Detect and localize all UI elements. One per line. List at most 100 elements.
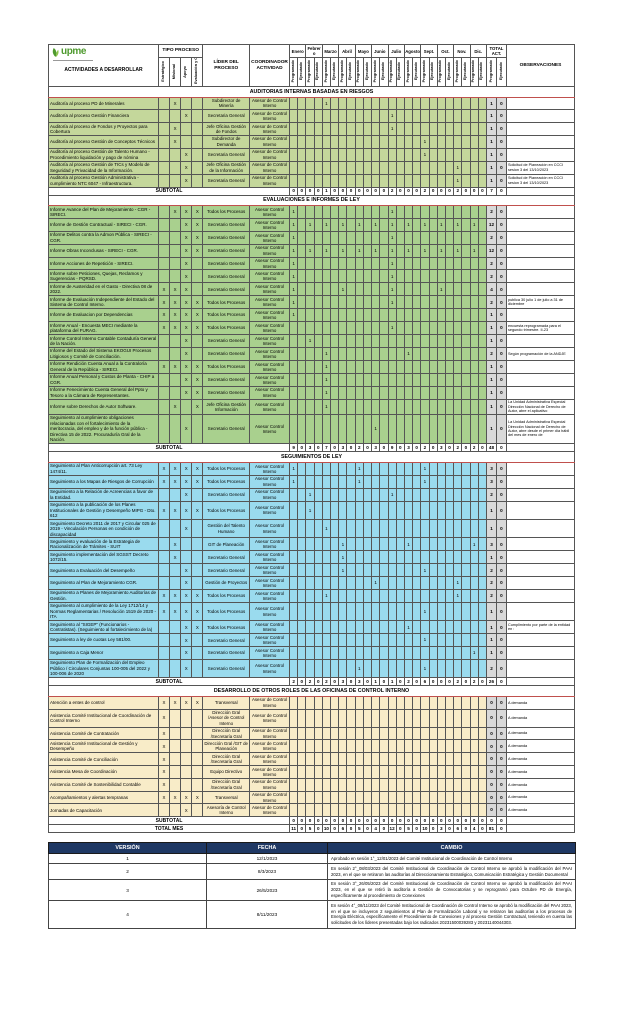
month-ejecutado-cell: 0 [428,816,438,826]
month-ejecutado-cell [428,295,438,310]
month-ejecutado-cell [477,633,487,648]
month-ejecutado-cell [346,576,356,590]
activity-row: Seguimiento Plan de Formalización del Em… [48,658,576,679]
month-ejecutado-cell [379,777,389,792]
month-programado-cell [469,790,479,805]
month-ejecutado-cell [412,359,422,374]
tipo-m-cell [169,777,182,792]
month-ejecutado-cell [428,230,438,245]
month-ejecutado-cell [477,134,487,149]
month-ejecutado-cell [461,633,471,648]
month-ejecutado-cell [412,147,422,162]
month-programado-cell [403,633,414,648]
total-programado-cell: 1 [485,321,497,335]
tipo-m-cell [169,334,182,348]
total-ejecutado-cell: 0 [495,708,507,728]
month-programado-cell [305,413,315,445]
subtotal-total-ejecutado: 0 [495,816,507,826]
month-ejecutado-cell: 0 [297,186,307,196]
month-12-programado-subheader: Programado [469,57,479,88]
month-programado-cell [354,321,364,335]
upme-logo-text: upme [61,46,87,57]
month-ejecutado-cell: 0 [461,186,471,196]
activity-row: Seguimiento al Plan Anticorrupción art. … [48,461,576,476]
activity-cell: Jornadas de Capacitación [48,803,159,818]
month-programado-cell [354,765,364,779]
tipo-e-cell [157,576,171,590]
month-ejecutado-cell: 0 [330,824,340,834]
activity-cell: Informe Anual - Encuesta MECI mediante l… [48,321,159,335]
month-programado-cell [436,385,446,400]
tipo-m-cell [169,576,182,590]
month-ejecutado-cell [362,537,373,552]
month-ejecutado-cell [330,461,340,476]
month-ejecutado-cell [346,205,356,220]
month-programado-cell: 3 [354,677,364,687]
tipo-c-cell [191,109,204,124]
month-ejecutado-cell [395,346,405,361]
month-programado-cell [371,658,381,679]
observaciones-cell: Solicitud de Planeación en CCCI sesion 3… [505,160,576,175]
month-ejecutado-cell [362,385,373,400]
month-programado-cell [453,658,463,679]
month-programado-cell [289,160,299,175]
month-programado-cell [371,500,381,521]
activity-row: Informe Anual - Encuesta MECI mediante l… [48,321,576,335]
lider-cell: Todos los Procesos [202,588,251,603]
month-ejecutado-cell [379,359,389,374]
month-programado-cell [321,160,332,175]
version-header-row: VERSIÓN FECHA CAMBIO [48,842,576,855]
month-ejecutado-cell: 0 [395,816,405,826]
month-programado-cell [436,398,446,415]
month-programado-cell: 1 [387,243,397,258]
month-ejecutado-cell [444,372,455,387]
month-programado-cell [321,282,332,297]
activity-cell: Seguimiento al "SIGEP" (Funcionarios - C… [48,620,159,635]
upme-logo: upme [51,47,157,58]
coordinador-cell: Asesor Control Interno [249,474,291,489]
month-programado-cell [469,601,479,622]
month-programado-cell [403,752,414,767]
month-programado-cell: 1 [371,576,381,590]
version-number-cell: 2 [48,863,207,880]
month-programado-cell [289,790,299,805]
month-programado-cell: 0 [371,816,381,826]
observaciones-cell [505,461,576,476]
month-ejecutado-cell [412,646,422,660]
tipo-c-cell [191,346,204,361]
month-ejecutado-cell [330,96,340,111]
month-programado-cell: 1 [387,269,397,284]
month-ejecutado-cell [379,282,389,297]
month-ejecutado-cell [330,230,340,245]
observaciones-cell [505,218,576,232]
subcol-label: Ejecutado [364,62,369,81]
month-ejecutado-cell [346,695,356,710]
month-ejecutado-cell [444,308,455,323]
month-programado-cell [289,500,299,521]
month-ejecutado-cell [412,576,422,590]
month-ejecutado-cell [412,243,422,258]
month-ejecutado-cell [297,777,307,792]
month-ejecutado-cell [330,413,340,445]
subcol-label: Programado [488,60,493,83]
month-ejecutado-cell [395,218,405,232]
tipo-m-cell [169,243,182,258]
month-programado-cell [371,122,381,136]
plan-header: upme ACTIVIDADES A DESARROLLAR TIPO PROCES… [48,43,576,88]
total-ejecutado-cell: 0 [495,413,507,445]
month-ejecutado-cell [395,334,405,348]
month-programado-cell [371,109,381,124]
month-ejecutado-cell: 0 [412,677,422,687]
tipo-a-cell: X [180,474,193,489]
month-programado-cell [321,413,332,445]
month-programado-cell [289,487,299,502]
month-programado-cell [403,646,414,660]
month-programado-cell: 0 [289,186,299,196]
month-programado-cell [321,601,332,622]
month-ejecutado-cell [461,803,471,818]
month-programado-cell: 10 [321,824,332,834]
tipo-e-cell: X [157,500,171,521]
coordinador-cell: Asesor Control Interno [249,576,291,590]
tipo-a-cell [180,752,193,767]
tipo-c-cell: X [191,295,204,310]
